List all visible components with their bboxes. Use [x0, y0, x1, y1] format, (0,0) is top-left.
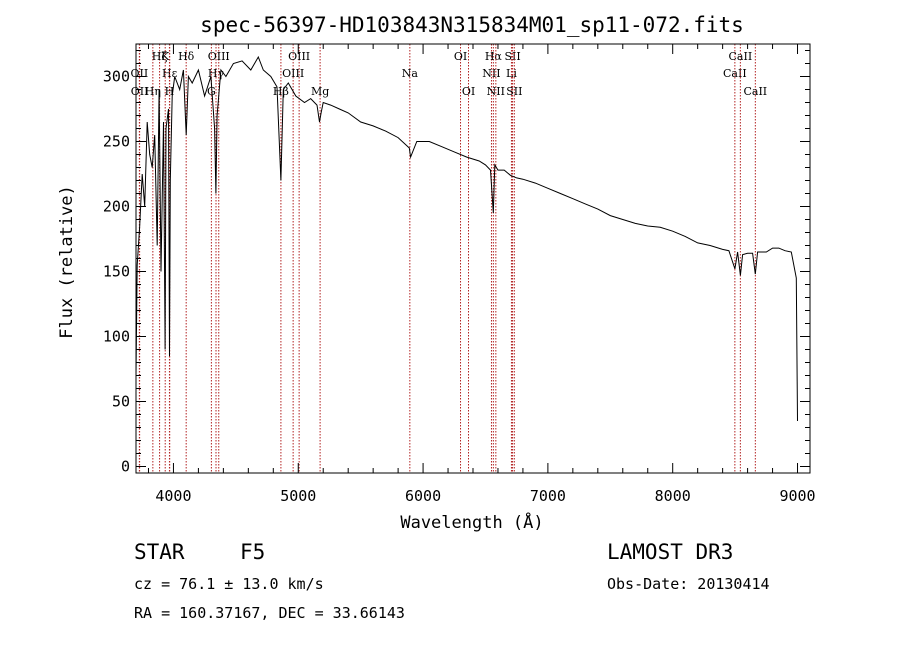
- marker-label-25: CaII: [729, 50, 753, 63]
- marker-label-14: Mg: [311, 85, 329, 98]
- x-tick-label: 8000: [655, 487, 691, 505]
- obs-date: Obs-Date: 20130414: [607, 575, 770, 593]
- y-tick-label: 200: [103, 198, 130, 216]
- marker-label-9: OIII: [208, 50, 230, 63]
- marker-label-7: Hδ: [178, 50, 195, 63]
- y-tick-label: 250: [103, 133, 130, 151]
- marker-label-6: H: [165, 85, 175, 98]
- marker-label-19: Hα: [485, 50, 503, 63]
- marker-label-15: Na: [402, 67, 419, 80]
- marker-label-26: CaII: [743, 85, 767, 98]
- marker-label-3: Hη: [145, 85, 161, 98]
- x-axis-label: Wavelength (Å): [400, 511, 543, 533]
- marker-label-10: G: [207, 85, 216, 98]
- x-tick-label: 6000: [405, 487, 441, 505]
- marker-label-24: CaII: [723, 67, 747, 80]
- marker-label-11: Hβ: [273, 85, 289, 98]
- marker-label-18: NII: [482, 67, 500, 80]
- x-axis: 4000 5000 6000 7000 8000 9000: [147, 44, 816, 505]
- y-tick-label: 300: [103, 68, 130, 86]
- plot-frame: [135, 43, 811, 474]
- y-tick-label: 50: [112, 393, 130, 411]
- y-tick-label: 0: [121, 458, 130, 476]
- subclass: F5: [240, 540, 266, 564]
- survey-name: LAMOST DR3: [607, 540, 734, 564]
- x-tick-label: 7000: [530, 487, 566, 505]
- redshift-velocity: cz = 76.1 ± 13.0 km/s: [134, 575, 324, 593]
- marker-label-22: SII: [504, 50, 520, 63]
- y-tick-label: 100: [103, 328, 130, 346]
- marker-label-0: Hζ: [152, 50, 168, 63]
- object-class: STAR: [134, 540, 185, 564]
- coordinates: RA = 160.37167, DEC = 33.66143: [134, 604, 405, 622]
- marker-label-23: SII: [506, 85, 522, 98]
- y-tick-label: 150: [103, 263, 130, 281]
- x-tick-label: 9000: [779, 487, 815, 505]
- x-tick-label: 4000: [155, 487, 191, 505]
- marker-label-13: OIII: [288, 50, 310, 63]
- marker-label-4: K: [161, 50, 170, 63]
- marker-label-17: OI: [462, 85, 475, 98]
- marker-label-21: Li: [506, 67, 517, 80]
- chart-title: spec-56397-HD103843N315834M01_sp11-072.f…: [200, 13, 744, 37]
- x-tick-label: 5000: [280, 487, 316, 505]
- y-axis-label: Flux (relative): [57, 185, 77, 339]
- marker-label-5: Hε: [162, 67, 178, 80]
- marker-label-16: OI: [454, 50, 467, 63]
- marker-label-2: OII: [131, 85, 149, 98]
- marker-label-20: NII: [487, 85, 505, 98]
- spectrum-line: [135, 55, 798, 422]
- marker-label-12: OIII: [282, 67, 304, 80]
- y-axis: 0 50 100 150 200 250 300: [103, 50, 810, 476]
